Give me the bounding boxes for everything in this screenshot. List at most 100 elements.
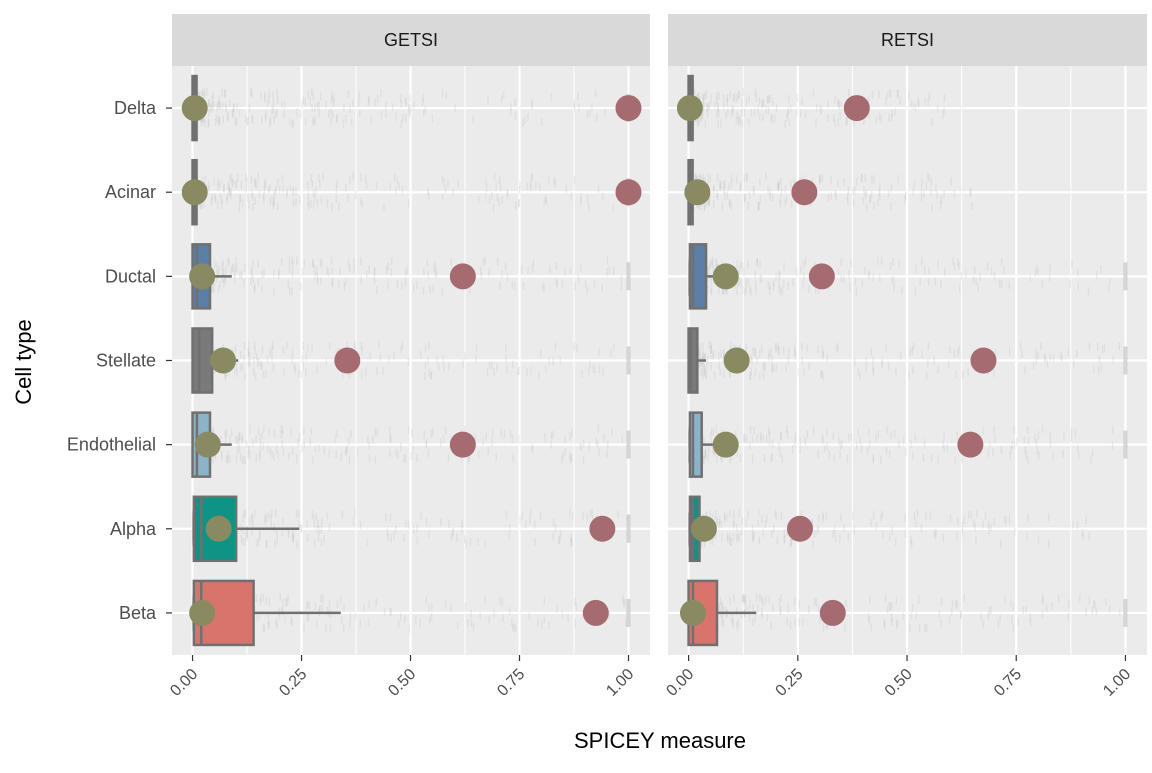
jitter-point [885, 446, 888, 455]
jitter-point [591, 103, 593, 112]
jitter-point [733, 510, 735, 519]
jitter-point [574, 281, 576, 290]
jitter-point [737, 279, 739, 288]
jitter-point [803, 272, 805, 281]
jitter-point [757, 201, 760, 210]
jitter-point [531, 98, 533, 107]
jitter-point [530, 183, 532, 192]
jitter-point [805, 256, 807, 265]
jitter-point [994, 348, 997, 357]
jitter-point [770, 454, 772, 463]
jitter-point [1009, 446, 1012, 455]
jitter-point [441, 287, 443, 296]
jitter-point [416, 524, 418, 533]
jitter-point [976, 509, 978, 518]
jitter-point [872, 364, 874, 373]
jitter-point [1041, 610, 1044, 619]
jitter-point [535, 181, 537, 190]
jitter-point [219, 280, 221, 289]
jitter-point [716, 455, 718, 464]
jitter-point [808, 361, 810, 370]
y-axis: DeltaAcinarDuctalStellateEndothelialAlph… [67, 98, 172, 623]
jitter-point [251, 513, 253, 522]
jitter-point [360, 172, 362, 181]
jitter-point [242, 514, 244, 523]
jitter-point [765, 172, 767, 181]
jitter-point [798, 600, 800, 609]
jitter-point [972, 275, 975, 284]
jitter-point [320, 92, 322, 101]
jitter-point [238, 108, 241, 117]
jitter-point [700, 367, 702, 376]
jitter-point [317, 519, 319, 528]
jitter-point [314, 193, 316, 202]
jitter-point [837, 98, 839, 107]
jitter-point [726, 191, 729, 200]
jitter-point [488, 361, 491, 370]
jitter-point [311, 180, 314, 189]
jitter-point [423, 267, 425, 276]
jitter-point [511, 618, 513, 627]
jitter-point [1067, 348, 1070, 357]
jitter-point [775, 104, 778, 113]
jitter-point [762, 99, 765, 108]
jitter-point [328, 449, 331, 458]
jitter-point [318, 526, 321, 535]
jitter-point [786, 424, 788, 433]
jitter-point [552, 532, 554, 541]
jitter-point [1076, 521, 1079, 530]
jitter-point [360, 370, 363, 379]
jitter-point [285, 598, 288, 607]
jitter-point [391, 257, 393, 266]
jitter-point [969, 188, 971, 197]
jitter-point [748, 286, 751, 295]
jitter-point [749, 425, 752, 434]
jitter-point [755, 287, 757, 296]
jitter-point [343, 603, 345, 612]
jitter-point [249, 451, 251, 460]
jitter-point [227, 181, 230, 190]
jitter-point [783, 262, 785, 271]
jitter-point [778, 285, 780, 294]
jitter-point [695, 173, 697, 182]
jitter-point [288, 452, 290, 461]
summary-point [189, 599, 216, 626]
jitter-point [273, 189, 275, 198]
jitter-point [813, 426, 815, 435]
jitter-point [320, 538, 323, 547]
jitter-point [961, 521, 964, 530]
jitter-point [558, 536, 560, 545]
jitter-point [540, 349, 542, 358]
jitter-point [943, 444, 945, 453]
jitter-point [314, 445, 317, 454]
jitter-point [345, 446, 347, 455]
jitter-point [744, 193, 746, 202]
jitter-point [278, 185, 281, 194]
jitter-point [404, 278, 407, 287]
jitter-point [722, 606, 725, 615]
jitter-point [745, 343, 748, 352]
jitter-point [730, 201, 732, 210]
jitter-point [385, 110, 387, 119]
jitter-point [390, 534, 392, 543]
jitter-point [1029, 274, 1032, 283]
jitter-point [298, 510, 300, 519]
jitter-point [345, 183, 347, 192]
summary-point [210, 347, 237, 374]
jitter-point [936, 191, 938, 200]
jitter-point [779, 449, 781, 458]
jitter-point [428, 191, 430, 200]
jitter-point [722, 102, 725, 111]
jitter-point [264, 181, 266, 190]
jitter-point [949, 514, 952, 523]
jitter-point [746, 173, 748, 182]
jitter-point [264, 113, 267, 122]
jitter-point [956, 431, 958, 440]
jitter-point [292, 534, 294, 543]
jitter-point [373, 276, 376, 285]
jitter-point [199, 201, 202, 210]
jitter-point [227, 257, 229, 266]
jitter-point [732, 533, 734, 542]
jitter-point [464, 602, 467, 611]
jitter-point [933, 356, 936, 365]
